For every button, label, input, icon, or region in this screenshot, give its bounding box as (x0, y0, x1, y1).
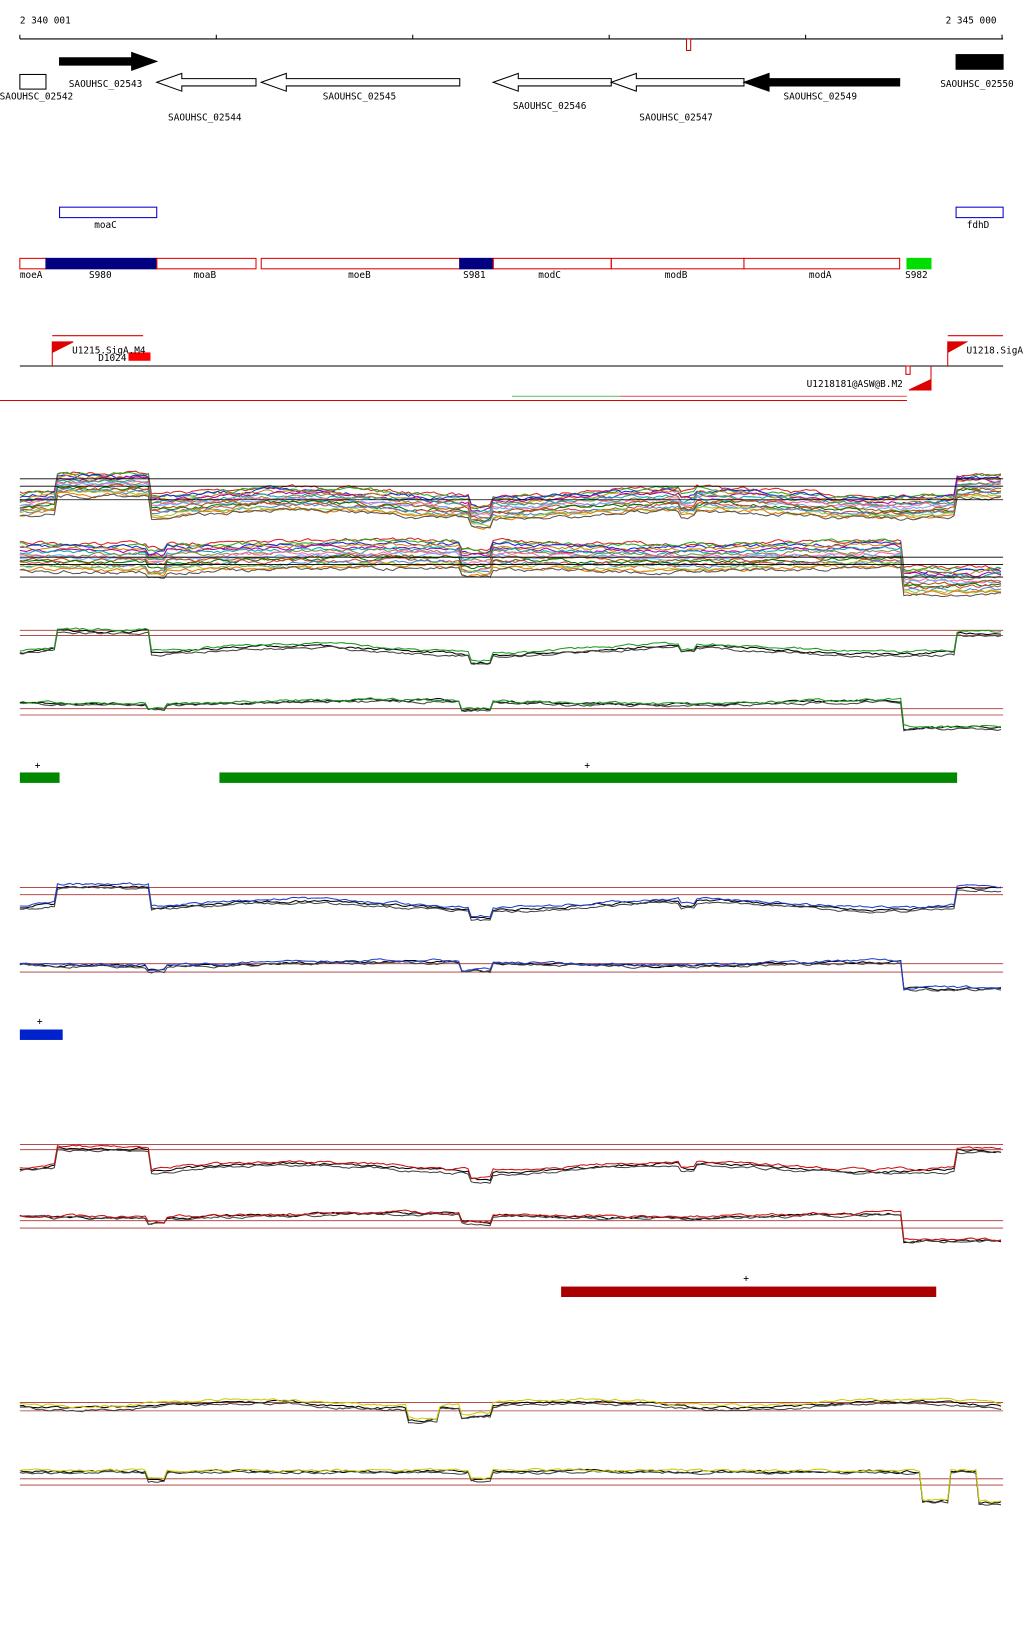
label: SAOUHSC_02545 (323, 92, 397, 103)
label: + (37, 1016, 43, 1027)
promoter-flag (908, 365, 932, 391)
expression-curve (19, 1148, 1002, 1184)
gene-arrow (59, 51, 159, 72)
expression-curve (19, 1397, 1002, 1420)
promoter-flag (51, 341, 74, 366)
expression-curve (19, 483, 1002, 519)
expression-curve (19, 479, 1002, 516)
expression-curve (19, 1209, 1002, 1242)
gene-arrow (491, 72, 612, 92)
expression-curve (19, 491, 1002, 530)
label: SAOUHSC_02550 (940, 79, 1014, 90)
expression-curve (19, 699, 1002, 732)
expression-curve (19, 884, 1002, 920)
gene-arrow (609, 72, 745, 92)
expression-curve (19, 548, 1002, 581)
label: SAOUHSC_02542 (0, 92, 73, 103)
label: S982 (905, 270, 928, 281)
feature-box (59, 206, 158, 219)
gene-box (955, 54, 1004, 70)
expression-curve (19, 538, 1002, 572)
expression-curve (19, 1467, 1002, 1504)
label: S980 (89, 270, 112, 281)
gene-arrow (742, 72, 901, 92)
expression-curve (19, 554, 1002, 589)
ruler-marker (685, 38, 692, 51)
feature-box (45, 257, 158, 270)
expression-curve (19, 542, 1002, 576)
expression-curve (19, 481, 1002, 520)
label: SAOUHSC_02543 (69, 79, 143, 90)
feature-box (459, 257, 494, 270)
expression-curve (19, 480, 1002, 517)
label: moeA (20, 270, 43, 281)
label: SAOUHSC_02546 (513, 101, 587, 112)
gene-box (19, 73, 47, 90)
feature-box (156, 257, 257, 270)
label: + (35, 760, 41, 771)
promoter-flag (947, 341, 969, 366)
label: D1024 (98, 353, 127, 364)
feature-box (743, 257, 901, 270)
expression-curve (19, 562, 1002, 596)
label: + (743, 1273, 749, 1284)
label: modB (665, 270, 688, 281)
expression-curve (19, 697, 1002, 729)
expression-curve (19, 546, 1002, 579)
label: SAOUHSC_02544 (168, 112, 242, 123)
promoter-box (128, 352, 151, 361)
label: + (584, 760, 590, 771)
strand-bar (19, 772, 60, 783)
label: modC (538, 270, 561, 281)
label: moaB (193, 270, 216, 281)
strand-bar (19, 1029, 63, 1040)
label: SAOUHSC_02549 (783, 92, 857, 103)
expression-curve (19, 1147, 1002, 1182)
expression-curve (19, 563, 1002, 598)
expression-curve (19, 473, 1002, 509)
expression-curve (19, 882, 1002, 918)
expression-curve (19, 1402, 1002, 1424)
strand-bar (219, 772, 958, 783)
feature-box (906, 257, 932, 270)
expression-curve (19, 631, 1002, 665)
expression-curve (19, 487, 1002, 525)
label: moaC (94, 220, 117, 231)
strand-bar (561, 1286, 937, 1297)
expression-curve (19, 559, 1002, 593)
label: 2 340 001 (20, 15, 71, 26)
expression-curve (19, 1144, 1002, 1179)
label: SAOUHSC_02547 (639, 112, 713, 123)
label: fdhD (967, 220, 990, 231)
label: U1218.SigA (967, 345, 1024, 356)
label: 2 345 000 (946, 15, 997, 26)
expression-curve (19, 1470, 1002, 1506)
label: U1215.SigA.M4 (72, 345, 146, 356)
expression-curve (19, 1399, 1002, 1423)
gene-arrow (155, 72, 257, 92)
expression-curve (19, 886, 1002, 922)
expression-curve (19, 958, 1002, 990)
expression-curve (19, 541, 1002, 574)
label: modA (809, 270, 832, 281)
promoter-box (905, 365, 911, 375)
label: moeB (348, 270, 371, 281)
feature-box (955, 206, 1004, 219)
expression-curve (19, 627, 1002, 662)
expression-curve (19, 960, 1002, 992)
expression-curve (19, 489, 1002, 527)
expression-curve (19, 493, 1002, 529)
label: U1218181@ASW@B.M2 (807, 379, 903, 390)
gene-arrow (259, 72, 461, 92)
label: S981 (463, 270, 486, 281)
